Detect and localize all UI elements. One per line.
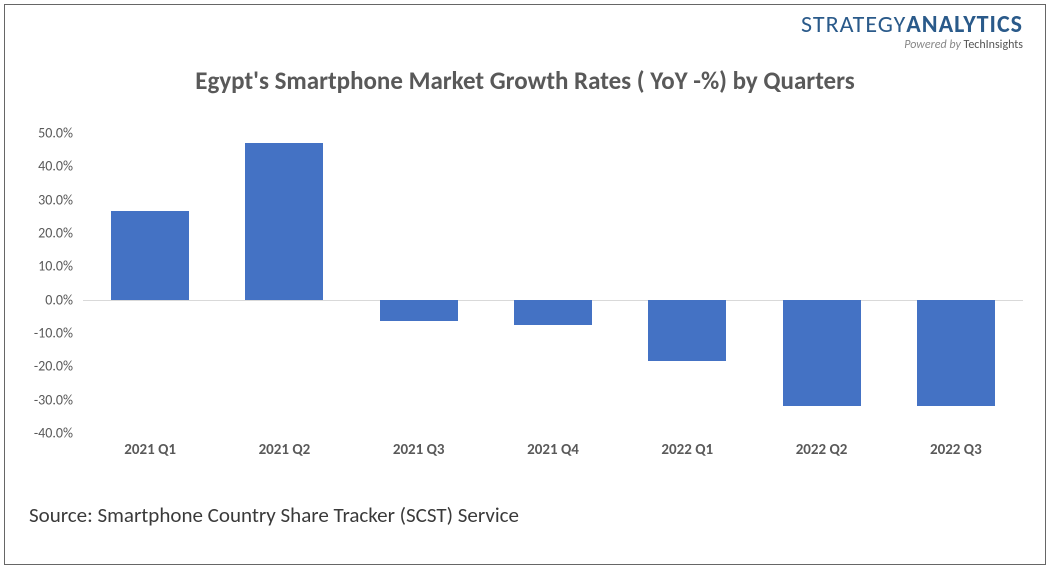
logo-subtitle: Powered by TechInsights — [801, 39, 1023, 51]
bar — [514, 300, 592, 325]
x-tick-label: 2021 Q2 — [214, 441, 354, 459]
x-tick-label: 2021 Q4 — [483, 441, 623, 459]
x-tick-label: 2022 Q2 — [752, 441, 892, 459]
y-tick-label: 40.0% — [38, 158, 73, 175]
y-tick-label: -40.0% — [34, 425, 73, 442]
logo-part2: ANALYTICS — [906, 10, 1023, 39]
logo-techinsights: TechInsights — [964, 38, 1023, 52]
y-tick-label: -20.0% — [34, 358, 73, 375]
y-tick-label: -30.0% — [34, 391, 73, 408]
plot-area — [83, 133, 1023, 433]
x-tick-label: 2021 Q1 — [80, 441, 220, 459]
x-tick-label: 2021 Q3 — [349, 441, 489, 459]
y-tick-label: 10.0% — [38, 258, 73, 275]
y-tick-label: 20.0% — [38, 225, 73, 242]
bar — [917, 300, 995, 407]
y-tick-label: 30.0% — [38, 191, 73, 208]
bar — [648, 300, 726, 362]
chart-frame: STRATEGYANALYTICS Powered by TechInsight… — [4, 4, 1046, 565]
y-tick-label: 0.0% — [45, 291, 73, 308]
logo-powered: Powered by — [904, 38, 961, 52]
logo-main: STRATEGYANALYTICS — [801, 13, 1023, 37]
logo-part1: STRATEGY — [801, 10, 906, 39]
y-tick-label: -10.0% — [34, 325, 73, 342]
bar — [245, 143, 323, 300]
source-text: Source: Smartphone Country Share Tracker… — [29, 502, 519, 528]
x-tick-label: 2022 Q3 — [886, 441, 1026, 459]
bar — [111, 211, 189, 299]
y-tick-label: 50.0% — [38, 125, 73, 142]
bar — [380, 300, 458, 322]
y-axis: -40.0%-30.0%-20.0%-10.0%0.0%10.0%20.0%30… — [5, 133, 79, 433]
x-axis: 2021 Q12021 Q22021 Q32021 Q42022 Q12022 … — [83, 441, 1023, 465]
brand-logo: STRATEGYANALYTICS Powered by TechInsight… — [801, 13, 1023, 51]
chart-title: Egypt's Smartphone Market Growth Rates (… — [5, 65, 1045, 96]
bar — [783, 300, 861, 407]
x-tick-label: 2022 Q1 — [617, 441, 757, 459]
